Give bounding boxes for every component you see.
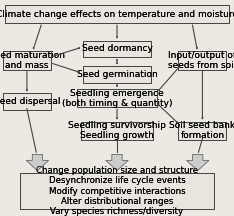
Text: Change population size and structure
Desynchronize life cycle events
Modify comp: Change population size and structure Des… [36, 166, 198, 216]
FancyBboxPatch shape [83, 67, 151, 83]
Polygon shape [26, 154, 49, 171]
Text: Seed germination: Seed germination [77, 70, 157, 79]
Text: Seed dispersal: Seed dispersal [0, 97, 60, 106]
FancyBboxPatch shape [81, 121, 153, 140]
FancyBboxPatch shape [20, 173, 214, 209]
Text: Seed dormancy: Seed dormancy [82, 44, 152, 53]
Text: Soil seed bank
formation: Soil seed bank formation [169, 121, 234, 140]
Text: Seedling emergence
(both timing & quantity): Seedling emergence (both timing & quanti… [62, 89, 172, 108]
Text: Seed dormancy: Seed dormancy [82, 44, 152, 53]
Text: Seed germination: Seed germination [77, 70, 157, 79]
FancyBboxPatch shape [5, 5, 229, 23]
Text: Input/output of
seeds from soil: Input/output of seeds from soil [168, 51, 234, 70]
FancyBboxPatch shape [3, 51, 51, 70]
FancyBboxPatch shape [178, 121, 227, 140]
Text: Climate change effects on temperature and moisture: Climate change effects on temperature an… [0, 10, 234, 19]
Text: Seedling survivorship
Seedling growth: Seedling survivorship Seedling growth [68, 121, 166, 140]
FancyBboxPatch shape [77, 89, 157, 108]
FancyBboxPatch shape [81, 121, 153, 140]
Text: Input/output of
seeds from soil: Input/output of seeds from soil [168, 51, 234, 70]
FancyBboxPatch shape [3, 51, 51, 70]
FancyBboxPatch shape [3, 93, 51, 110]
Text: Seedling emergence
(both timing & quantity): Seedling emergence (both timing & quanti… [62, 89, 172, 108]
FancyBboxPatch shape [3, 93, 51, 110]
FancyBboxPatch shape [178, 121, 227, 140]
Text: Seed maturation
and mass: Seed maturation and mass [0, 51, 65, 70]
FancyBboxPatch shape [83, 41, 151, 57]
Text: Seedling survivorship
Seedling growth: Seedling survivorship Seedling growth [68, 121, 166, 140]
FancyBboxPatch shape [77, 89, 157, 108]
FancyBboxPatch shape [83, 67, 151, 83]
Text: Climate change effects on temperature and moisture: Climate change effects on temperature an… [0, 10, 234, 19]
Text: Change population size and structure
Desynchronize life cycle events
Modify comp: Change population size and structure Des… [36, 166, 198, 216]
Text: Seed maturation
and mass: Seed maturation and mass [0, 51, 65, 70]
Text: Seed dispersal: Seed dispersal [0, 97, 60, 106]
FancyBboxPatch shape [178, 51, 227, 70]
FancyBboxPatch shape [5, 5, 229, 23]
FancyBboxPatch shape [83, 41, 151, 57]
FancyBboxPatch shape [178, 51, 227, 70]
Polygon shape [106, 154, 128, 171]
Text: Soil seed bank
formation: Soil seed bank formation [169, 121, 234, 140]
FancyBboxPatch shape [20, 173, 214, 209]
Polygon shape [186, 154, 209, 171]
